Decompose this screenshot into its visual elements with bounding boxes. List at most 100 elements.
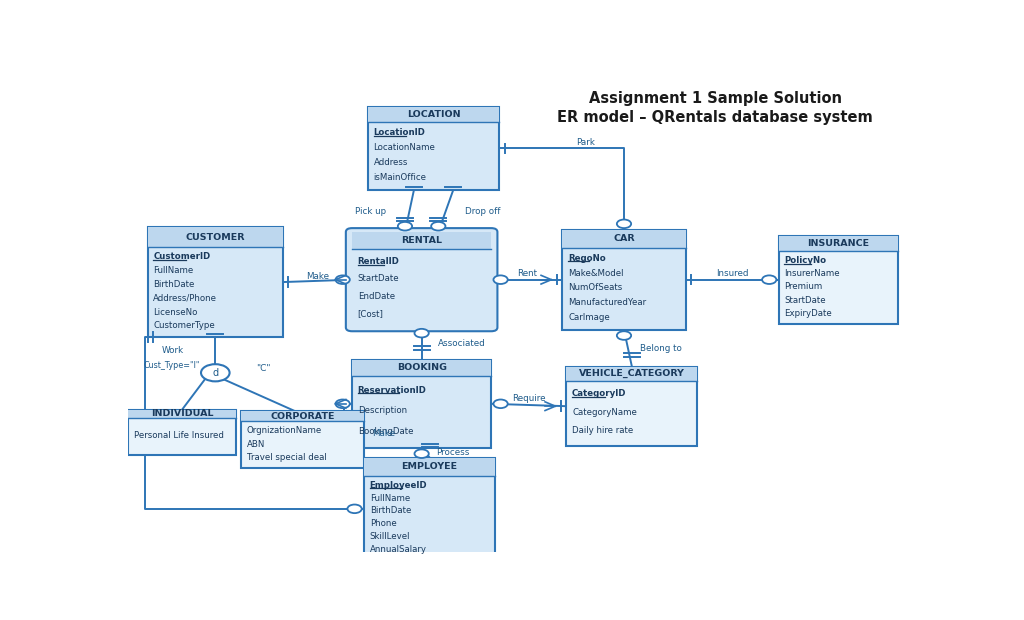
Text: BOOKING: BOOKING bbox=[396, 363, 446, 372]
Text: Address: Address bbox=[374, 158, 408, 167]
Text: Belong to: Belong to bbox=[640, 344, 682, 353]
Circle shape bbox=[201, 364, 229, 381]
Text: ExpiryDate: ExpiryDate bbox=[784, 309, 833, 318]
FancyBboxPatch shape bbox=[147, 227, 283, 337]
Circle shape bbox=[397, 222, 412, 231]
Text: [Cost]: [Cost] bbox=[357, 309, 384, 318]
Text: CategoryID: CategoryID bbox=[572, 389, 627, 399]
Text: RentalID: RentalID bbox=[357, 257, 399, 266]
Circle shape bbox=[336, 275, 350, 284]
Text: Travel special deal: Travel special deal bbox=[247, 453, 327, 462]
Text: EmployeeID: EmployeeID bbox=[370, 480, 427, 490]
FancyBboxPatch shape bbox=[365, 458, 495, 560]
FancyBboxPatch shape bbox=[352, 360, 492, 376]
Text: CAR: CAR bbox=[613, 234, 635, 243]
Text: CustomerID: CustomerID bbox=[154, 252, 211, 261]
Circle shape bbox=[494, 275, 508, 284]
FancyBboxPatch shape bbox=[352, 232, 492, 249]
Circle shape bbox=[431, 222, 445, 231]
Text: FullName: FullName bbox=[370, 494, 410, 502]
Text: Address/Phone: Address/Phone bbox=[154, 294, 217, 303]
Text: Personal Life Insured: Personal Life Insured bbox=[134, 431, 224, 440]
Text: BirthDate: BirthDate bbox=[154, 280, 195, 289]
Text: isMainOffice: isMainOffice bbox=[374, 174, 427, 182]
Text: LocationName: LocationName bbox=[374, 143, 435, 152]
Circle shape bbox=[347, 505, 361, 513]
Text: VEHICLE_CATEGORY: VEHICLE_CATEGORY bbox=[579, 370, 685, 378]
FancyBboxPatch shape bbox=[566, 367, 697, 381]
Text: LOCATION: LOCATION bbox=[407, 110, 461, 118]
Text: Drop off: Drop off bbox=[465, 206, 501, 216]
Text: Work: Work bbox=[162, 345, 183, 355]
Text: NumOfSeats: NumOfSeats bbox=[568, 283, 623, 293]
Circle shape bbox=[616, 219, 631, 228]
Text: RENTAL: RENTAL bbox=[401, 236, 442, 245]
Text: Associated: Associated bbox=[437, 339, 485, 348]
Text: Insured: Insured bbox=[716, 270, 749, 278]
Text: Assignment 1 Sample Solution: Assignment 1 Sample Solution bbox=[589, 91, 842, 106]
Text: ReservationID: ReservationID bbox=[357, 386, 427, 394]
FancyBboxPatch shape bbox=[128, 410, 236, 418]
Text: SkillLevel: SkillLevel bbox=[370, 533, 411, 541]
Text: Process: Process bbox=[436, 448, 469, 457]
Text: CustomerType: CustomerType bbox=[154, 321, 215, 330]
Circle shape bbox=[616, 331, 631, 340]
Text: CarImage: CarImage bbox=[568, 313, 610, 322]
Text: Daily hire rate: Daily hire rate bbox=[572, 427, 633, 435]
FancyBboxPatch shape bbox=[241, 411, 365, 421]
Text: Require: Require bbox=[512, 394, 546, 402]
FancyBboxPatch shape bbox=[562, 229, 685, 247]
Text: Make: Make bbox=[306, 272, 329, 281]
Text: INDIVIDUAL: INDIVIDUAL bbox=[151, 409, 213, 419]
Text: Premium: Premium bbox=[784, 283, 822, 291]
Text: CORPORATE: CORPORATE bbox=[270, 412, 335, 420]
Text: PolicyNo: PolicyNo bbox=[784, 256, 826, 265]
Circle shape bbox=[494, 399, 508, 408]
Text: RegoNo: RegoNo bbox=[568, 254, 606, 262]
Circle shape bbox=[415, 450, 429, 458]
Text: CUSTOMER: CUSTOMER bbox=[185, 232, 245, 242]
FancyBboxPatch shape bbox=[779, 236, 898, 324]
Text: INSURANCE: INSURANCE bbox=[807, 239, 869, 248]
Text: Make&Model: Make&Model bbox=[568, 268, 624, 278]
Text: d: d bbox=[212, 368, 218, 378]
Text: Make: Make bbox=[372, 430, 395, 438]
Text: ABN: ABN bbox=[247, 440, 265, 449]
Text: OrgnizationName: OrgnizationName bbox=[247, 426, 322, 435]
FancyBboxPatch shape bbox=[128, 410, 236, 455]
FancyBboxPatch shape bbox=[365, 458, 495, 476]
FancyBboxPatch shape bbox=[346, 228, 498, 331]
Text: LicenseNo: LicenseNo bbox=[154, 308, 198, 317]
FancyBboxPatch shape bbox=[368, 107, 499, 190]
Text: "C": "C" bbox=[256, 363, 270, 373]
Circle shape bbox=[415, 329, 429, 337]
Text: StartDate: StartDate bbox=[784, 296, 826, 304]
FancyBboxPatch shape bbox=[241, 411, 365, 468]
FancyBboxPatch shape bbox=[562, 229, 685, 330]
Text: EndDate: EndDate bbox=[357, 291, 395, 301]
Text: BookingDate: BookingDate bbox=[357, 427, 414, 436]
Text: Park: Park bbox=[575, 138, 595, 147]
Text: LocationID: LocationID bbox=[374, 128, 426, 137]
Circle shape bbox=[336, 399, 350, 408]
FancyBboxPatch shape bbox=[352, 360, 492, 448]
Text: Cust_Type="I": Cust_Type="I" bbox=[143, 361, 200, 370]
Text: BirthDate: BirthDate bbox=[370, 507, 411, 515]
Text: AnnualSalary: AnnualSalary bbox=[370, 546, 427, 554]
Text: StartDate: StartDate bbox=[357, 274, 399, 283]
FancyBboxPatch shape bbox=[147, 227, 283, 247]
FancyBboxPatch shape bbox=[779, 236, 898, 252]
Text: ER model – QRentals database system: ER model – QRentals database system bbox=[557, 110, 873, 125]
Text: EMPLOYEE: EMPLOYEE bbox=[401, 463, 458, 471]
Text: InsurerName: InsurerName bbox=[784, 269, 840, 278]
FancyBboxPatch shape bbox=[368, 107, 499, 122]
Circle shape bbox=[762, 275, 776, 284]
Text: Phone: Phone bbox=[370, 520, 396, 528]
FancyBboxPatch shape bbox=[566, 367, 697, 446]
Text: Description: Description bbox=[357, 406, 407, 415]
Text: Pick up: Pick up bbox=[355, 206, 386, 216]
Text: Rent: Rent bbox=[517, 270, 537, 278]
Text: ManufacturedYear: ManufacturedYear bbox=[568, 298, 646, 308]
Text: CategoryName: CategoryName bbox=[572, 408, 637, 417]
Text: FullName: FullName bbox=[154, 266, 194, 275]
